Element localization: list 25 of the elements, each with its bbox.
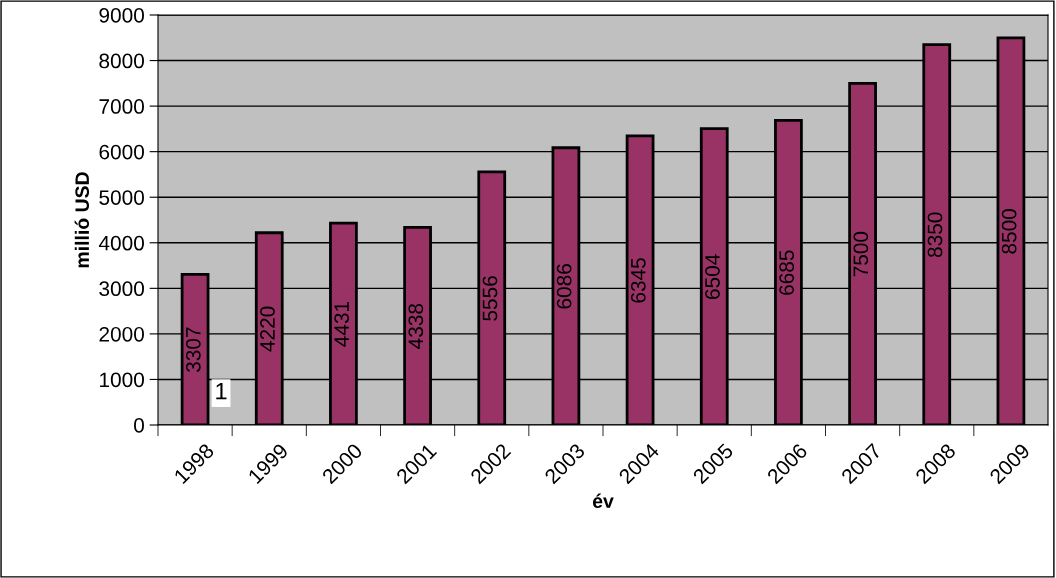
data-label: 4220 — [260, 306, 275, 352]
data-label: 8350 — [927, 212, 943, 258]
data-label: 6504 — [705, 254, 720, 299]
y-tick-label: 5000 — [99, 190, 144, 205]
annotation: 1 — [216, 382, 227, 400]
data-label: 6685 — [779, 250, 795, 295]
x-axis-title: év — [592, 493, 614, 509]
data-label: 4338 — [408, 303, 424, 349]
data-label: 6086 — [556, 264, 572, 309]
y-tick-label: 6000 — [99, 144, 144, 160]
y-tick-label: 3000 — [99, 281, 144, 297]
y-tick-label: 7000 — [99, 99, 144, 114]
data-label: 3307 — [185, 327, 201, 373]
data-label: 4431 — [334, 301, 350, 347]
data-label: 6345 — [630, 258, 646, 303]
y-tick-label: 4000 — [98, 235, 144, 251]
y-axis-title: millió USD — [74, 172, 90, 268]
data-label: 5556 — [482, 276, 498, 321]
y-tick-label: 1000 — [100, 372, 144, 388]
y-tick-label: 0 — [134, 418, 144, 433]
y-tick-label: 2000 — [99, 326, 144, 342]
data-label: 7500 — [853, 231, 869, 277]
y-tick-label: 8000 — [99, 53, 144, 69]
y-tick-label: 9000 — [99, 8, 144, 23]
data-label: 8500 — [1001, 209, 1017, 254]
